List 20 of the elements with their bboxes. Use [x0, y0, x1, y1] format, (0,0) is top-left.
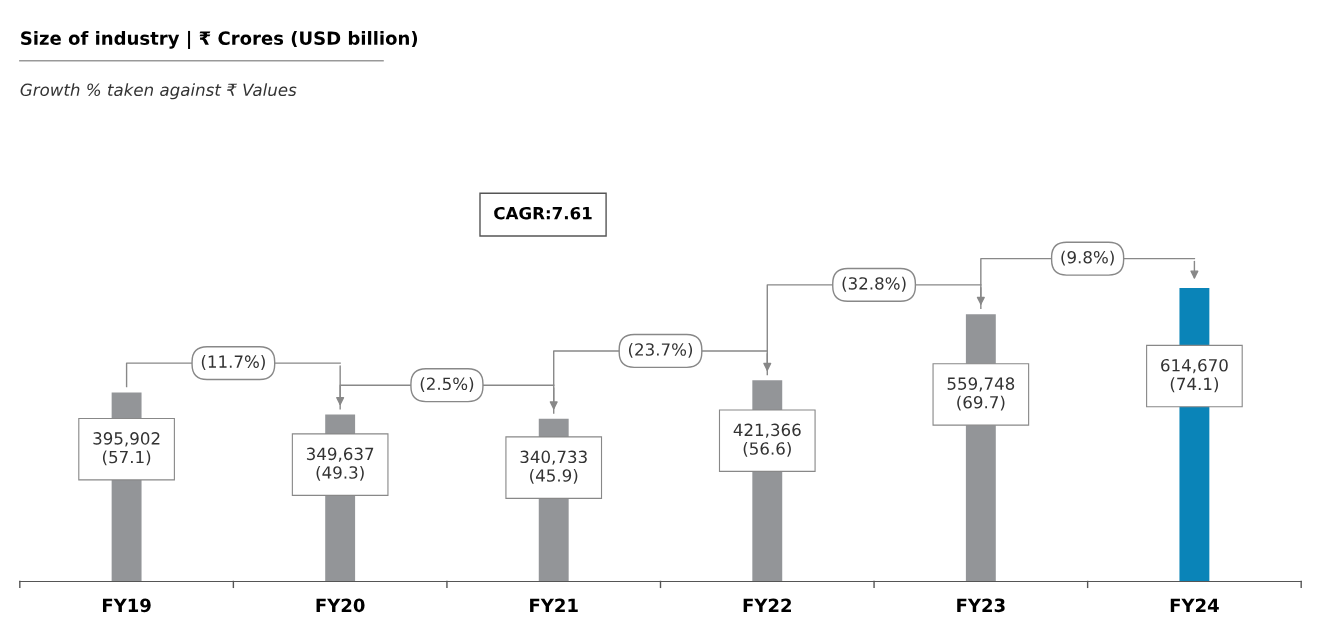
x-tick-label: FY24	[1170, 598, 1219, 612]
annotation: (2.5%)	[420, 377, 474, 393]
annotation: (23.7%)	[628, 342, 693, 358]
data-label: 340,733 (45.9)	[520, 450, 587, 484]
annotation: (11.7%)	[201, 355, 265, 370]
x-tick-label: FY19	[102, 598, 151, 613]
text: CAGR:7.61	[494, 206, 592, 220]
chart-subtitle: Growth % taken against ₹ Values	[20, 83, 297, 100]
data-label: 421,366 (56.6)	[733, 423, 801, 457]
x-tick-label: FY22	[743, 598, 791, 612]
data-label: 395,902 (57.1)	[93, 432, 160, 466]
x-tick-label: FY20	[316, 598, 365, 613]
data-label: 349,637 (49.3)	[306, 447, 374, 481]
x-tick-label: FY23	[957, 598, 1005, 613]
data-label: 559,748 (69.7)	[947, 377, 1015, 411]
text: (9.8%)	[1061, 250, 1114, 266]
x-tick-label: FY21	[530, 598, 578, 612]
annotation: (32.8%)	[842, 276, 906, 292]
data-label: 614,670 (74.1)	[1161, 358, 1228, 393]
chart-title: Size of industry | ₹ Crores (USD billion)	[21, 30, 418, 49]
